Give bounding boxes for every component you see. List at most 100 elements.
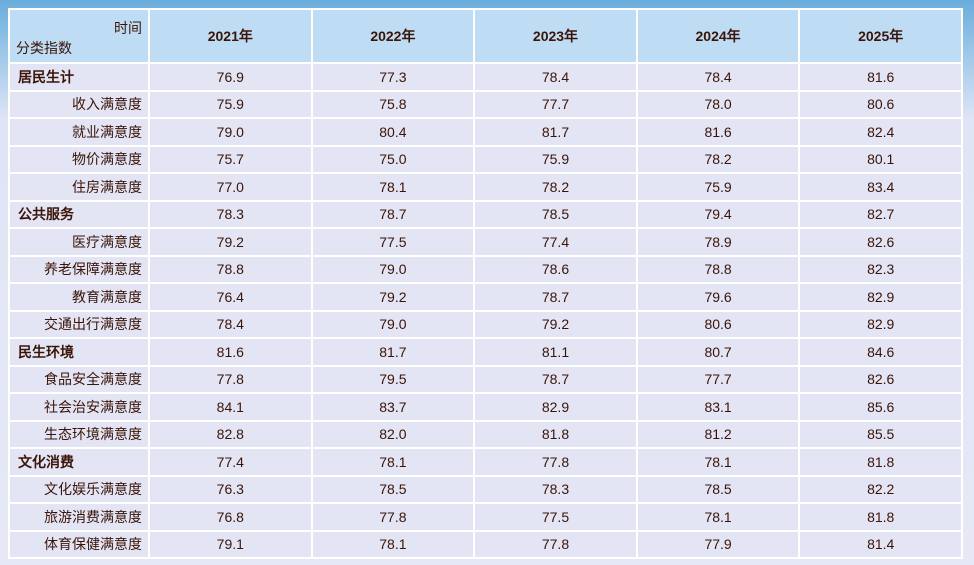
value-cell: 81.6 [798,62,963,92]
value-cell: 85.5 [798,419,963,449]
value-cell: 80.4 [310,117,476,147]
value-cell: 77.8 [473,529,638,559]
table-row: 旅游消费满意度 76.8 77.8 77.5 78.1 81.8 [8,502,963,532]
value-cell: 80.6 [798,89,963,119]
value-cell: 84.1 [148,392,313,422]
value-cell: 75.9 [473,144,638,174]
table-row: 文化娱乐满意度 76.3 78.5 78.3 78.5 82.2 [8,474,963,504]
table-row: 民生环境 81.6 81.7 81.1 80.7 84.6 [8,337,963,367]
value-cell: 78.3 [473,474,638,504]
table-row: 养老保障满意度 78.8 79.0 78.6 78.8 82.3 [8,254,963,284]
value-cell: 77.9 [635,529,801,559]
value-cell: 81.8 [798,502,963,532]
table-row: 食品安全满意度 77.8 79.5 78.7 77.7 82.6 [8,364,963,394]
value-cell: 83.4 [798,172,963,202]
satisfaction-index-table: 时间 分类指数 2021年 2022年 2023年 2024年 2025年 居民生计 76… [8,8,963,559]
value-cell: 81.7 [310,337,476,367]
value-cell: 77.4 [473,227,638,257]
value-cell: 78.9 [635,227,801,257]
value-cell: 78.1 [310,529,476,559]
value-cell: 82.4 [798,117,963,147]
value-cell: 78.2 [473,172,638,202]
value-cell: 78.8 [148,254,313,284]
item-name: 文化娱乐满意度 [8,474,150,504]
item-name: 收入满意度 [8,89,150,119]
category-name: 公共服务 [8,199,150,229]
value-cell: 78.1 [635,447,801,477]
value-cell: 81.8 [798,447,963,477]
value-cell: 78.7 [310,199,476,229]
value-cell: 78.4 [635,62,801,92]
value-cell: 78.2 [635,144,801,174]
value-cell: 79.4 [635,199,801,229]
value-cell: 75.8 [310,89,476,119]
value-cell: 82.7 [798,199,963,229]
value-cell: 78.5 [635,474,801,504]
value-cell: 78.8 [635,254,801,284]
value-cell: 82.6 [798,364,963,394]
value-cell: 77.7 [473,89,638,119]
table-row: 就业满意度 79.0 80.4 81.7 81.6 82.4 [8,117,963,147]
value-cell: 81.7 [473,117,638,147]
value-cell: 79.5 [310,364,476,394]
value-cell: 81.2 [635,419,801,449]
value-cell: 78.5 [473,199,638,229]
item-name: 食品安全满意度 [8,364,150,394]
table-row: 收入满意度 75.9 75.8 77.7 78.0 80.6 [8,89,963,119]
category-name: 文化消费 [8,447,150,477]
table-row: 教育满意度 76.4 79.2 78.7 79.6 82.9 [8,282,963,312]
table-row: 居民生计 76.9 77.3 78.4 78.4 81.6 [8,62,963,92]
year-header: 2021年 [148,8,313,64]
item-name: 就业满意度 [8,117,150,147]
value-cell: 77.0 [148,172,313,202]
value-cell: 81.1 [473,337,638,367]
value-cell: 77.5 [310,227,476,257]
value-cell: 77.3 [310,62,476,92]
corner-header: 时间 分类指数 [8,8,150,64]
table-row: 体育保健满意度 79.1 78.1 77.8 77.9 81.4 [8,529,963,559]
value-cell: 83.7 [310,392,476,422]
table-row: 生态环境满意度 82.8 82.0 81.8 81.2 85.5 [8,419,963,449]
value-cell: 82.2 [798,474,963,504]
item-name: 教育满意度 [8,282,150,312]
table-row: 交通出行满意度 78.4 79.0 79.2 80.6 82.9 [8,309,963,339]
value-cell: 78.0 [635,89,801,119]
item-name: 社会治安满意度 [8,392,150,422]
value-cell: 79.2 [148,227,313,257]
value-cell: 79.0 [148,117,313,147]
value-cell: 75.9 [148,89,313,119]
year-header: 2022年 [310,8,476,64]
item-name: 养老保障满意度 [8,254,150,284]
value-cell: 82.8 [148,419,313,449]
table-row: 物价满意度 75.7 75.0 75.9 78.2 80.1 [8,144,963,174]
value-cell: 81.6 [635,117,801,147]
value-cell: 77.4 [148,447,313,477]
value-cell: 79.0 [310,254,476,284]
value-cell: 75.9 [635,172,801,202]
value-cell: 78.1 [310,172,476,202]
value-cell: 77.8 [310,502,476,532]
table-row: 文化消费 77.4 78.1 77.8 78.1 81.8 [8,447,963,477]
year-header: 2023年 [473,8,638,64]
item-name: 住房满意度 [8,172,150,202]
value-cell: 75.0 [310,144,476,174]
value-cell: 77.8 [148,364,313,394]
value-cell: 81.6 [148,337,313,367]
value-cell: 81.4 [798,529,963,559]
value-cell: 84.6 [798,337,963,367]
category-name: 民生环境 [8,337,150,367]
item-name: 生态环境满意度 [8,419,150,449]
value-cell: 82.6 [798,227,963,257]
value-cell: 78.1 [310,447,476,477]
item-name: 旅游消费满意度 [8,502,150,532]
value-cell: 77.8 [473,447,638,477]
value-cell: 76.9 [148,62,313,92]
value-cell: 82.3 [798,254,963,284]
value-cell: 78.4 [148,309,313,339]
value-cell: 83.1 [635,392,801,422]
item-name: 医疗满意度 [8,227,150,257]
value-cell: 81.8 [473,419,638,449]
item-name: 物价满意度 [8,144,150,174]
value-cell: 79.0 [310,309,476,339]
category-name: 居民生计 [8,62,150,92]
